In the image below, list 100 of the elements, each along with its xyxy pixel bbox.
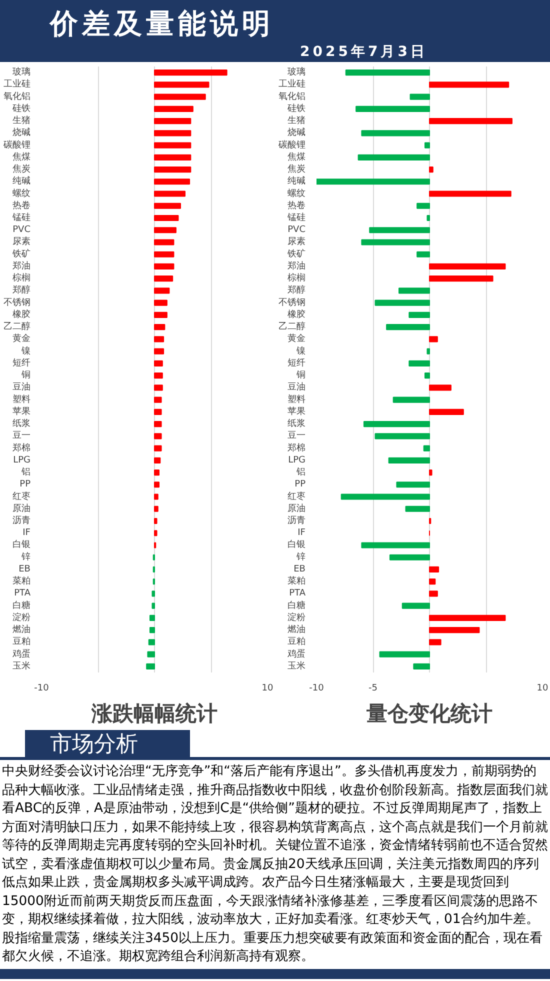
y-tick-label: EB <box>18 564 31 574</box>
bar <box>361 239 430 246</box>
bar <box>358 154 430 160</box>
bar <box>154 336 164 342</box>
bar <box>154 420 162 428</box>
y-tick-label: 铝 <box>296 466 306 478</box>
y-tick-label: 烧碱 <box>12 127 30 138</box>
y-tick-label: 热卷 <box>288 200 306 211</box>
y-tick-label: 短纤 <box>288 357 306 368</box>
bar <box>154 372 163 379</box>
y-tick-label: 焦煤 <box>288 151 306 162</box>
bar <box>396 482 430 488</box>
y-tick-label: 原油 <box>288 502 306 514</box>
y-tick-label: 碳酸锂 <box>278 139 306 150</box>
y-tick-label: 镍 <box>20 345 30 356</box>
bar <box>149 627 155 634</box>
bar <box>416 202 430 209</box>
bar <box>429 590 438 597</box>
bar <box>429 276 494 282</box>
y-tick-label: 铁矿 <box>286 248 306 260</box>
x-tick-label: -5 <box>368 684 378 694</box>
y-tick-label: 螺纹 <box>12 188 30 199</box>
y-tick-label: 尿素 <box>288 236 306 248</box>
y-tick-label: 郑油 <box>12 260 30 272</box>
bar <box>392 396 430 403</box>
bar <box>154 469 160 476</box>
bar <box>429 82 510 88</box>
y-tick-label: 碳酸锂 <box>2 139 30 150</box>
bar <box>413 663 430 670</box>
y-tick-label: 铝 <box>20 466 30 478</box>
y-tick-label: 铜 <box>20 370 30 381</box>
bar <box>398 288 430 294</box>
bar <box>316 178 430 185</box>
bar <box>429 166 434 173</box>
bar <box>154 396 162 403</box>
y-tick-label: 锰硅 <box>286 212 306 223</box>
y-tick-label: 白银 <box>288 539 306 550</box>
x-tick-label: -10 <box>34 684 50 694</box>
y-tick-label: EB <box>294 564 306 574</box>
bar <box>429 469 432 476</box>
y-tick-label: 塑料 <box>288 394 306 405</box>
bar <box>429 118 512 124</box>
bar <box>340 494 430 500</box>
bar <box>389 554 430 560</box>
bar <box>154 166 192 173</box>
text: 价差及量能说明 <box>50 6 274 42</box>
bar <box>154 312 168 318</box>
bar <box>429 384 452 391</box>
bar <box>154 348 164 354</box>
bar <box>154 360 163 366</box>
bar <box>402 602 430 609</box>
y-tick-label: 豆一 <box>288 430 306 442</box>
bar <box>388 457 430 464</box>
y-tick-label: 菜粕 <box>12 576 30 587</box>
y-tick-label: 燃油 <box>12 624 30 636</box>
bar <box>154 445 162 452</box>
y-tick-label: 鸡蛋 <box>286 648 306 660</box>
y-tick-label: 红枣 <box>288 490 306 502</box>
y-tick-label: 郑醇 <box>288 284 306 296</box>
bar <box>410 94 430 100</box>
bar <box>405 506 430 512</box>
bar <box>429 578 436 585</box>
y-tick-label: 棕榈 <box>288 272 306 284</box>
y-tick-label: 铜 <box>296 370 306 381</box>
y-tick-label: 纸浆 <box>288 418 306 430</box>
y-tick-label: 淀粉 <box>12 612 30 623</box>
bar <box>361 130 430 136</box>
bar <box>416 251 430 258</box>
bar <box>146 663 155 670</box>
bar <box>361 542 430 548</box>
bar <box>423 445 430 452</box>
y-tick-label: 硅铁 <box>12 102 30 114</box>
y-tick-label: 沥青 <box>12 515 30 526</box>
bar <box>154 482 160 488</box>
y-tick-label: 生猪 <box>288 115 306 126</box>
bar <box>363 420 430 428</box>
bar <box>154 408 162 415</box>
y-tick-label: 原油 <box>12 502 30 514</box>
bar <box>426 348 430 354</box>
y-tick-label: 塑料 <box>12 394 30 405</box>
y-tick-label: 豆粕 <box>288 636 306 648</box>
y-tick-label: 短纤 <box>12 357 30 368</box>
y-tick-label: 乙二醇 <box>4 321 30 332</box>
bar <box>374 300 430 306</box>
y-tick-label: 燃油 <box>288 624 306 636</box>
y-tick-label: 郑棉 <box>288 442 306 454</box>
y-tick-label: 纯碱 <box>288 176 306 187</box>
bar <box>424 372 430 379</box>
y-tick-label: 螺纹 <box>288 188 306 199</box>
y-tick-label: 菜粕 <box>288 576 306 587</box>
y-tick-label: 生猪 <box>12 115 30 126</box>
y-tick-label: 豆粕 <box>12 636 30 648</box>
y-tick-label: 豆油 <box>12 382 30 393</box>
bar <box>154 530 158 536</box>
bar <box>154 288 170 294</box>
bar <box>154 457 161 464</box>
y-tick-label: 红枣 <box>12 490 30 502</box>
y-tick-label: PTA <box>14 588 32 599</box>
bar <box>154 518 158 524</box>
y-tick-label: 硅铁 <box>286 102 306 114</box>
